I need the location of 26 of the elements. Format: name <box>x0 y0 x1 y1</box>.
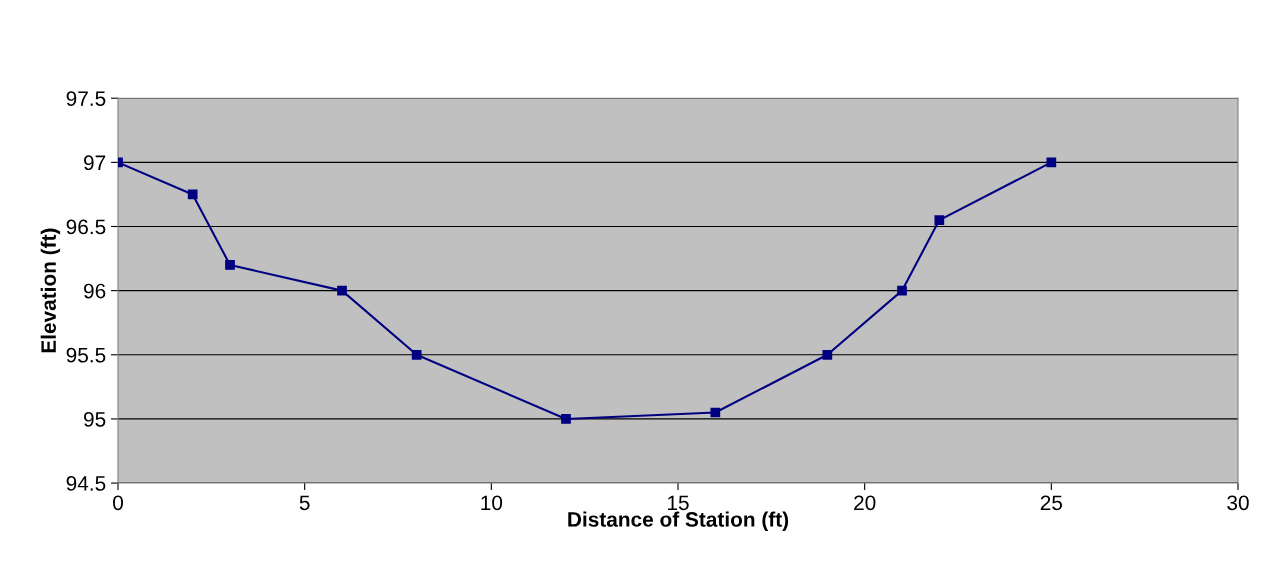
y-tick-label: 96 <box>84 283 106 299</box>
x-tick-label: 15 <box>668 495 689 511</box>
x-tick-label: 10 <box>481 495 503 511</box>
x-tick-label: 0 <box>113 495 123 511</box>
point <box>934 215 945 225</box>
x-tick-label: 30 <box>1227 495 1249 511</box>
y-axis-title: Elevation (ft) <box>40 228 61 353</box>
y-tick-label: 94.5 <box>66 476 106 491</box>
point <box>822 349 833 360</box>
y-tick-label: 97.5 <box>66 91 106 106</box>
point <box>1046 157 1057 168</box>
y-tick-label: 96.5 <box>66 219 106 235</box>
point <box>337 285 347 296</box>
point <box>561 414 571 424</box>
x-axis-title: Distance of Station (ft) <box>568 511 789 531</box>
point <box>225 260 235 270</box>
point <box>187 189 198 200</box>
y-tick-label: 97 <box>84 155 106 171</box>
y-tick-label: 95 <box>84 411 106 427</box>
x-tick-label: 5 <box>299 495 310 511</box>
y-tick-label: 95.5 <box>66 347 106 363</box>
point <box>897 285 907 296</box>
x-tick-label: 20 <box>854 495 876 511</box>
x-tick-label: 25 <box>1040 495 1063 511</box>
point <box>411 349 422 360</box>
point <box>710 407 721 418</box>
